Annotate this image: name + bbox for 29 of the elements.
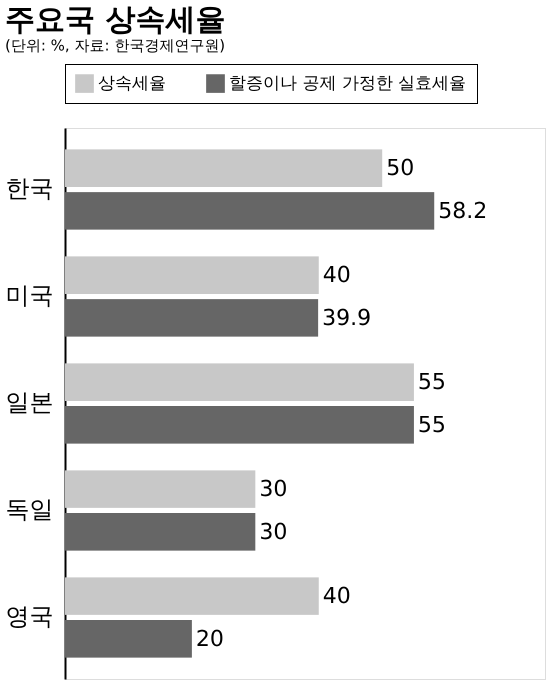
data-label: 55 (418, 370, 446, 396)
bar (65, 192, 434, 230)
data-label: 40 (322, 263, 351, 288)
data-label: 30 (259, 520, 288, 545)
bar (65, 470, 256, 508)
data-label: 50 (386, 156, 414, 182)
bar (65, 513, 256, 551)
bar (65, 256, 319, 294)
y-tick-label: 일본 (6, 388, 54, 416)
data-label: 40 (322, 584, 351, 610)
y-tick-label: 미국 (6, 282, 54, 310)
y-tick-label: 독일 (6, 495, 54, 524)
y-tick-label: 한국 (6, 174, 54, 203)
legend-label: 상속세율 (98, 74, 166, 94)
bar (65, 406, 414, 444)
y-tick-label: 영국 (6, 602, 54, 630)
bar (65, 363, 414, 401)
legend-label: 할증이나 공제 가정한 실효세율 (229, 74, 466, 94)
data-label: 20 (196, 626, 224, 652)
chart-subtitle: (단위: %, 자료: 한국경제연구원) (5, 36, 226, 54)
data-label: 30 (259, 477, 288, 502)
bar (65, 620, 192, 658)
data-label: 55 (418, 412, 446, 438)
data-label: 58.2 (438, 198, 488, 224)
data-label: 39.9 (322, 306, 372, 331)
chart-title: 주요국 상속세율 (5, 2, 226, 38)
bar (65, 149, 382, 187)
bar (65, 577, 319, 615)
bar (65, 299, 318, 337)
